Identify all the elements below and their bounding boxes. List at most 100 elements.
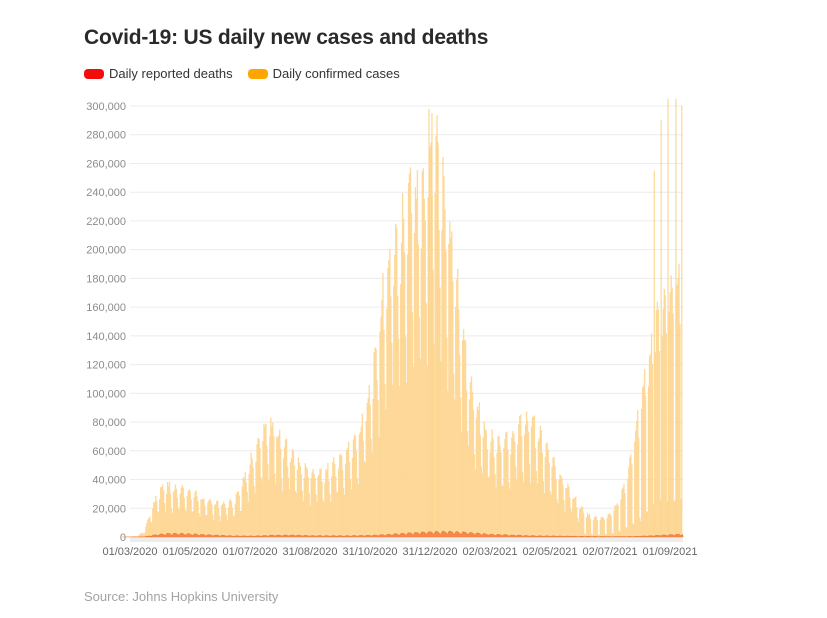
cases-bar (599, 519, 602, 537)
cases-bar (678, 263, 680, 537)
cases-bar (590, 533, 593, 537)
cases-bar (192, 511, 194, 537)
cases-bar (454, 399, 456, 537)
cases-bar (385, 408, 387, 537)
cases-bar (420, 248, 422, 537)
cases-bar (330, 502, 332, 537)
cases-bar (445, 250, 447, 537)
cases-bar (640, 520, 642, 537)
cases-bar (224, 508, 227, 537)
cases-bar (152, 508, 154, 537)
cases-bar (601, 516, 603, 537)
cases-bar (580, 508, 582, 537)
cases-bar (557, 503, 559, 537)
cases-bar (389, 248, 391, 537)
cases-bar (605, 534, 607, 537)
cases-bar (561, 478, 563, 537)
cases-bar (304, 463, 306, 537)
cases-bar (513, 433, 515, 537)
cases-bar (174, 484, 177, 537)
cases-bar (466, 431, 469, 537)
cases-bar (569, 497, 571, 537)
cases-bar (295, 492, 298, 537)
cases-bar (425, 303, 427, 537)
cases-bar (438, 229, 440, 537)
cases-bar (144, 532, 146, 537)
cases-bar (659, 499, 662, 537)
cases-bar (674, 500, 676, 537)
x-tick-label: 01/07/2020 (222, 546, 277, 558)
cases-bar (664, 295, 666, 537)
cases-bar (203, 499, 205, 537)
cases-bar (612, 533, 614, 537)
cases-bar (229, 499, 232, 537)
cases-bar (384, 383, 386, 537)
cases-bar (260, 477, 262, 537)
cases-bar (258, 438, 260, 537)
cases-bar (483, 421, 485, 537)
cases-bar (360, 426, 362, 537)
cases-bar (254, 493, 256, 537)
cases-bar (200, 499, 202, 537)
cases-bar (523, 434, 526, 537)
cases-bar (631, 464, 633, 537)
cases-bar (559, 474, 561, 537)
cases-bar (663, 288, 665, 537)
cases-bar (505, 432, 507, 537)
cases-bar (478, 402, 481, 537)
cases-bar (563, 500, 565, 537)
cases-bar (584, 534, 587, 537)
cases-bar (253, 486, 255, 537)
cases-bar (498, 436, 500, 537)
cases-bar (572, 498, 574, 537)
cases-bar (350, 489, 353, 537)
cases-bar (190, 499, 192, 537)
legend-item-cases[interactable]: Daily confirmed cases (247, 66, 400, 81)
cases-bar (153, 502, 155, 537)
cases-bar (343, 494, 346, 537)
cases-bar (363, 461, 365, 537)
cases-bar (635, 430, 637, 537)
cases-bar (209, 498, 211, 537)
cases-bar (141, 532, 143, 537)
cases-bar (150, 521, 152, 537)
cases-bar (533, 415, 536, 537)
legend-item-deaths[interactable]: Daily reported deaths (84, 66, 233, 81)
cases-bar (353, 434, 356, 537)
cases-bar (412, 367, 415, 537)
cases-bar (175, 488, 178, 537)
cases-bar (379, 331, 381, 537)
cases-bar (594, 516, 597, 537)
cases-bar (665, 332, 667, 537)
cases-bar (345, 450, 348, 537)
cases-bar (249, 464, 251, 537)
cases-bar (262, 441, 264, 537)
cases-bar (540, 430, 542, 537)
cases-bar (180, 487, 182, 537)
cases-bar (347, 441, 350, 537)
cases-bar (429, 146, 431, 538)
cases-bar (495, 487, 497, 537)
cases-bar (362, 441, 364, 537)
cases-bar (525, 411, 528, 537)
cases-bar (248, 473, 250, 537)
cases-bar (502, 485, 504, 537)
x-tick-label: 02/07/2021 (582, 546, 637, 558)
cases-bar (138, 535, 140, 537)
cases-bar (488, 476, 490, 537)
cases-bar (662, 308, 664, 537)
cases-bar (402, 218, 405, 537)
cases-bar (166, 481, 169, 537)
cases-bar (148, 517, 150, 537)
cases-bar (516, 479, 518, 537)
cases-bar (469, 382, 472, 537)
cases-bar (323, 502, 325, 537)
cases-bar (507, 449, 509, 537)
cases-bar (408, 173, 411, 538)
cases-bar (536, 483, 539, 537)
cases-bar (562, 484, 564, 537)
cases-bar (623, 483, 625, 537)
cases-bar (427, 196, 429, 537)
cases-bar (392, 384, 394, 537)
cases-bar (656, 301, 659, 537)
